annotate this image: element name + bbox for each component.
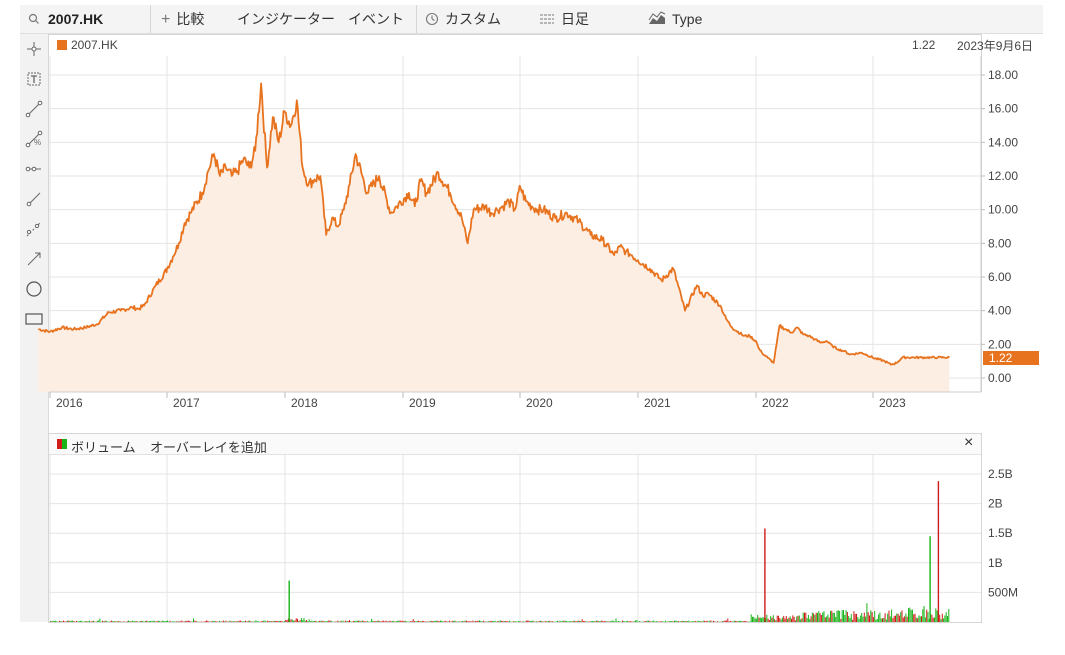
time-x-axis: 2016 2017 2018 2019 2020 2021 2022 2023	[49, 391, 981, 410]
indicator-button[interactable]: インジケーター	[237, 11, 335, 27]
price-y-label: 0.00	[988, 371, 1012, 385]
volume-header	[49, 434, 981, 455]
interval-button[interactable]: 日足	[539, 5, 589, 33]
last-price-badge: 1.22	[983, 351, 1039, 365]
volume-title: ボリューム	[71, 440, 136, 455]
price-area-fill	[38, 83, 950, 393]
percent-line-tool[interactable]: %	[22, 127, 46, 151]
ray-icon	[26, 192, 41, 207]
price-y-label: 16.00	[988, 102, 1018, 116]
x-tick-label: 2018	[291, 396, 318, 410]
percent-line-icon: %	[25, 130, 43, 148]
price-y-label: 10.00	[988, 203, 1018, 217]
interval-icon	[540, 14, 554, 24]
circle-tool[interactable]	[22, 277, 46, 301]
volume-y-label: 1.5B	[988, 526, 1013, 540]
ray-tool[interactable]	[22, 187, 46, 211]
last-value-readout: 1.22	[912, 38, 936, 52]
area-chart-icon	[648, 11, 666, 24]
crosshair-icon	[27, 42, 41, 56]
x-tick-label: 2020	[526, 396, 553, 410]
svg-text:%: %	[34, 138, 41, 147]
volume-down-swatch	[62, 439, 67, 449]
volume-y-axis: 2.5B 2B 1.5B 1B 500M	[988, 467, 1018, 599]
price-y-label: 4.00	[988, 304, 1012, 318]
price-y-label: 2.00	[988, 337, 1012, 351]
price-line	[38, 82, 950, 366]
x-tick-label: 2016	[56, 396, 83, 410]
chart-type-button[interactable]: Type	[648, 5, 702, 33]
trend-line-tool[interactable]	[22, 97, 46, 121]
circle-icon	[26, 281, 42, 297]
plus-icon: +	[161, 11, 171, 28]
horizontal-ray-tool[interactable]	[22, 157, 46, 181]
line-segment-icon	[25, 100, 43, 118]
symbol-search-input[interactable]	[48, 9, 158, 29]
volume-panel	[48, 433, 982, 623]
volume-y-label: 2B	[988, 497, 1003, 511]
text-tool[interactable]	[22, 67, 46, 91]
price-y-label: 6.00	[988, 270, 1012, 284]
custom-range-button[interactable]: カスタム	[425, 5, 501, 33]
close-volume-button[interactable]: ×	[964, 434, 974, 451]
x-tick-label: 2023	[879, 396, 906, 410]
toolbar-divider	[416, 5, 417, 33]
x-tick-label: 2022	[762, 396, 789, 410]
x-tick-label: 2017	[173, 396, 200, 410]
volume-y-label: 2.5B	[988, 467, 1013, 481]
compare-button[interactable]: + 比較	[161, 11, 205, 28]
text-box-icon	[27, 72, 41, 86]
rectangle-tool[interactable]	[22, 307, 46, 331]
price-chart[interactable]: 18.00 16.00 14.00 12.00 10.00 8.00 6.00 4.00 2.0…	[0, 0, 1065, 420]
add-overlay-button[interactable]: オーバーレイを追加	[150, 440, 267, 455]
search-icon[interactable]	[28, 5, 40, 33]
price-y-axis: 18.00 16.00 14.00 12.00 10.00 8.00 6.00 4.00 2.0…	[980, 56, 1018, 392]
arrow-icon	[27, 252, 41, 266]
arrow-tool[interactable]	[22, 247, 46, 271]
price-y-label: 12.00	[988, 169, 1018, 183]
x-tick-label: 2019	[409, 396, 436, 410]
parallel-channel-icon	[26, 221, 42, 237]
series-color-swatch	[57, 40, 67, 50]
crosshair-tool[interactable]	[22, 37, 46, 61]
price-y-label: 18.00	[988, 68, 1018, 82]
rectangle-icon	[25, 313, 43, 325]
toolbar-divider	[150, 5, 151, 33]
x-tick-label: 2021	[644, 396, 671, 410]
horizontal-segment-icon	[25, 166, 41, 172]
volume-up-swatch	[57, 439, 62, 449]
date-readout: 2023年9月6日	[957, 39, 1034, 53]
price-y-label: 8.00	[988, 236, 1012, 250]
channel-tool[interactable]	[22, 217, 46, 241]
toolbar: +比較 インジケーター イベント カスタム 日足 Type	[20, 5, 1043, 34]
event-button[interactable]: イベント	[348, 11, 404, 27]
volume-y-label: 500M	[988, 585, 1018, 599]
price-y-label: 14.00	[988, 135, 1018, 149]
series-legend-label: 2007.HK	[71, 38, 118, 52]
volume-y-label: 1B	[988, 556, 1003, 570]
clock-icon	[425, 12, 439, 26]
